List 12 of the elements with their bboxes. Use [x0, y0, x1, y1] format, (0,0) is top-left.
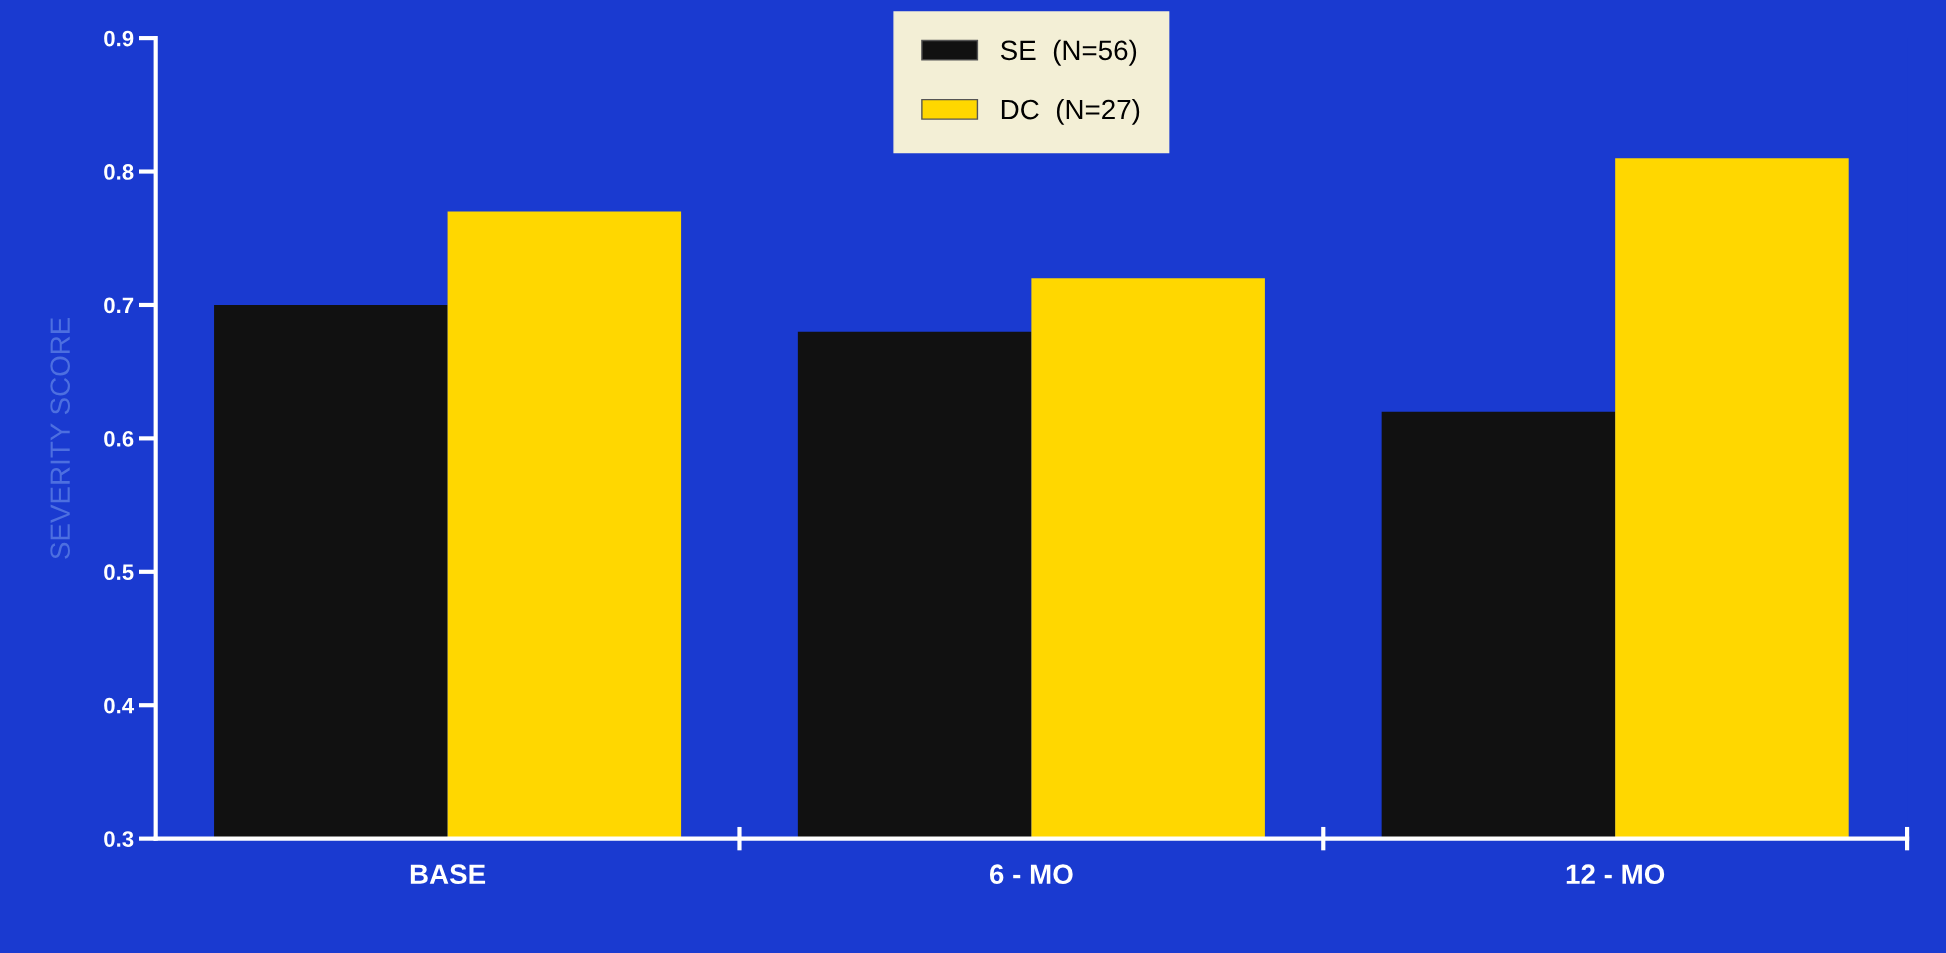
y-tick-label: 0.4	[104, 697, 135, 714]
legend-label: DC (N=27)	[1001, 98, 1140, 125]
x-tick-label: 12 - MO	[1566, 864, 1665, 885]
y-tick-label: 0.5	[104, 564, 134, 581]
y-tick-label: 0.9	[104, 30, 134, 47]
x-tick-label: 6 - MO	[989, 864, 1073, 885]
legend-label: SE (N=56)	[1000, 39, 1137, 66]
x-tick-label: BASE	[410, 864, 486, 885]
y-tick-label: 0.7	[104, 297, 134, 314]
y-tick-label: 0.8	[104, 164, 134, 180]
y-tick-label: 0.3	[104, 831, 134, 847]
y-tick-label: 0.6	[104, 430, 134, 447]
